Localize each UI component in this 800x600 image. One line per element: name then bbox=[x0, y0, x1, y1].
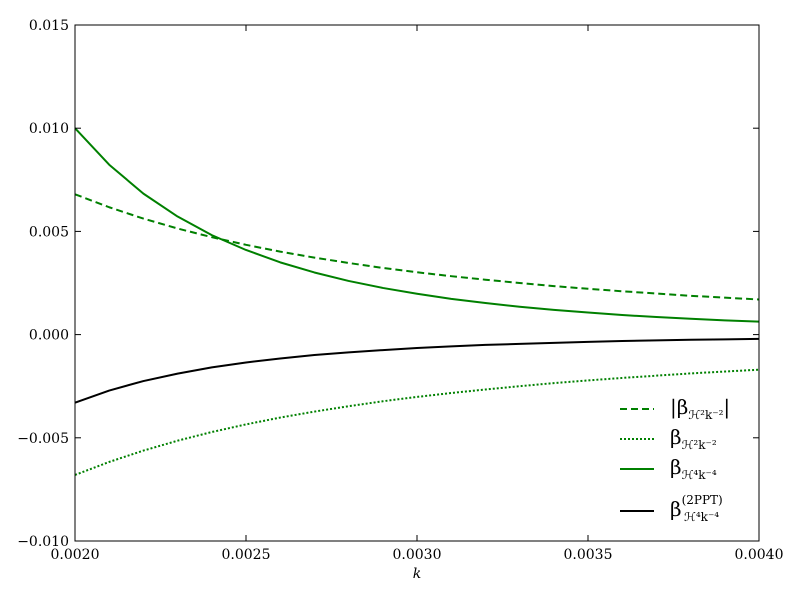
series-layer bbox=[75, 127, 759, 476]
series-line-beta-h2k-2 bbox=[75, 368, 759, 476]
series-line-abs-beta-h2k-2 bbox=[75, 193, 759, 301]
y-tick-label: 0.000 bbox=[29, 328, 69, 344]
x-tick-label: 0.0040 bbox=[735, 547, 784, 563]
y-tick-label: 0.015 bbox=[29, 18, 69, 34]
y-tick-label: −0.010 bbox=[17, 534, 69, 550]
x-axis-label: k bbox=[413, 566, 421, 582]
x-tick-label: 0.0030 bbox=[393, 547, 442, 563]
plot-frame bbox=[74, 24, 760, 542]
x-tick-label: 0.0035 bbox=[564, 547, 613, 563]
axes-layer: 0.0020 0.0025 0.0030 0.0035 0.0040 −0.010 −0.0… bbox=[17, 18, 783, 563]
legend-label-abs-beta-h2k-2: |βℋ²k⁻²| bbox=[670, 395, 730, 422]
legend-label-beta-h4k-4: βℋ⁴k⁻⁴ bbox=[670, 455, 717, 482]
series-line-beta-2ppt-h4k-4 bbox=[75, 337, 759, 404]
y-tick-label: 0.005 bbox=[29, 224, 69, 240]
legend: |βℋ²k⁻²| βℋ²k⁻² βℋ⁴k⁻⁴ β(2PPT) ℋ⁴k⁻⁴ bbox=[620, 395, 730, 524]
y-tick-label: −0.005 bbox=[17, 431, 69, 447]
legend-label-beta-h2k-2: βℋ²k⁻² bbox=[670, 425, 717, 452]
x-tick-label: 0.0020 bbox=[51, 547, 100, 563]
legend-label-beta-2ppt-h4k-4: β(2PPT) ℋ⁴k⁻⁴ bbox=[670, 493, 723, 524]
x-tick-label: 0.0025 bbox=[222, 547, 271, 563]
series-line-beta-h4k-4 bbox=[75, 127, 759, 323]
y-tick-label: 0.010 bbox=[29, 121, 69, 137]
